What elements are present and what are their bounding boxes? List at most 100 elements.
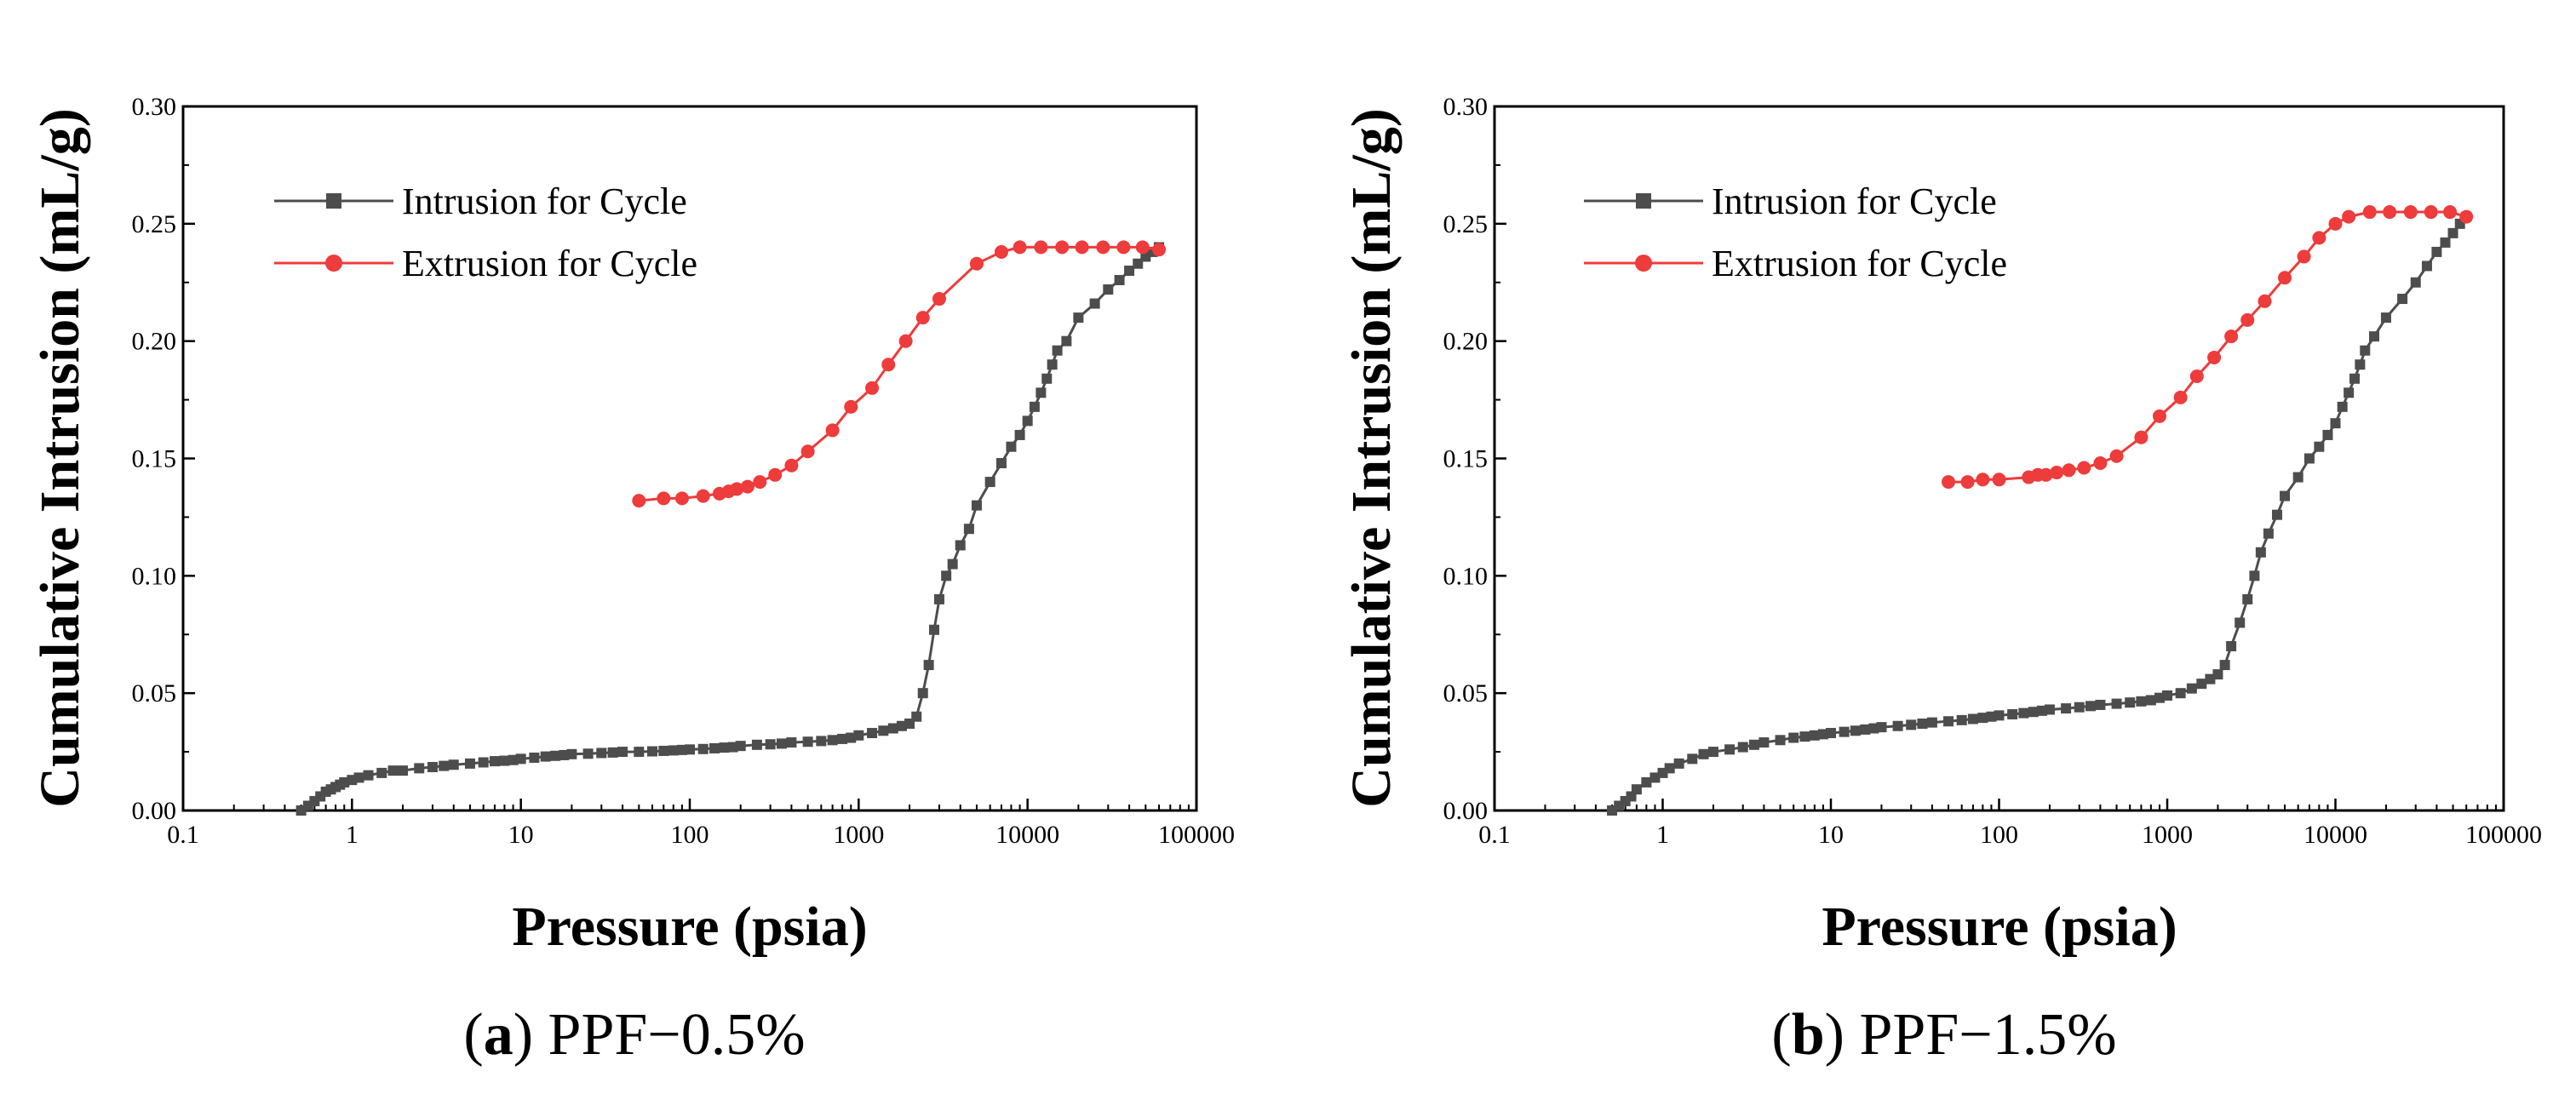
extrusion-point bbox=[915, 311, 930, 325]
x-tick-label: 10 bbox=[1818, 821, 1844, 849]
intrusion-point bbox=[550, 750, 561, 761]
extrusion-point bbox=[2240, 312, 2255, 327]
intrusion-point bbox=[709, 742, 720, 753]
panel-caption: (b) PPF−1.5% bbox=[1771, 1002, 2116, 1068]
extrusion-point bbox=[1992, 473, 2006, 487]
extrusion-line bbox=[1948, 210, 2467, 484]
intrusion-point bbox=[929, 624, 940, 635]
intrusion-point bbox=[2255, 547, 2266, 558]
extrusion-point bbox=[2362, 205, 2377, 220]
intrusion-point bbox=[339, 776, 350, 788]
x-tick-label: 100000 bbox=[1158, 821, 1235, 849]
intrusion-point bbox=[2272, 509, 2283, 520]
intrusion-point bbox=[1073, 312, 1084, 324]
intrusion-point bbox=[2440, 237, 2451, 248]
x-tick-label: 100000 bbox=[2465, 821, 2542, 849]
extrusion-point bbox=[2207, 350, 2222, 364]
intrusion-point bbox=[1926, 717, 1937, 728]
intrusion-point bbox=[363, 770, 374, 781]
extrusion-point bbox=[969, 256, 984, 271]
intrusion-point bbox=[911, 711, 922, 722]
intrusion-point bbox=[878, 725, 889, 736]
intrusion-point bbox=[995, 458, 1007, 469]
extrusion-point bbox=[844, 399, 858, 414]
intrusion-point bbox=[1860, 724, 1871, 735]
intrusion-point bbox=[2095, 699, 2106, 710]
intrusion-point bbox=[414, 763, 425, 774]
intrusion-point bbox=[727, 742, 738, 753]
panel-caption: (a) PPF−0.5% bbox=[463, 1002, 805, 1068]
intrusion-point bbox=[1850, 725, 1861, 736]
plot-frame bbox=[181, 105, 1198, 812]
intrusion-point bbox=[2196, 679, 2207, 690]
intrusion-point bbox=[2061, 703, 2072, 714]
x-tick-label: 1000 bbox=[2142, 821, 2193, 849]
intrusion-point bbox=[1006, 441, 1017, 452]
intrusion-point bbox=[1664, 763, 1675, 774]
legend-label-extrusion: Extrusion for Cycle bbox=[402, 243, 697, 284]
y-tick-label: 0.10 bbox=[132, 562, 177, 590]
y-tick-label: 0.25 bbox=[1443, 210, 1489, 238]
extrusion-point bbox=[1116, 240, 1131, 255]
intrusion-point bbox=[559, 749, 570, 760]
intrusion-line bbox=[1611, 215, 2468, 812]
series-layer bbox=[1607, 205, 2474, 816]
extrusion-point bbox=[2062, 463, 2076, 478]
intrusion-point bbox=[427, 762, 438, 773]
extrusion-point bbox=[2403, 205, 2418, 220]
y-tick-label: 0.00 bbox=[1443, 797, 1489, 825]
intrusion-point bbox=[540, 751, 551, 762]
x-tick-label: 10000 bbox=[2303, 821, 2367, 849]
intrusion-point bbox=[776, 738, 787, 749]
intrusion-point bbox=[1114, 274, 1125, 285]
extrusion-point bbox=[1075, 240, 1089, 255]
intrusion-point bbox=[816, 736, 827, 747]
x-tick-label: 0.1 bbox=[167, 821, 199, 849]
y-axis-title: Cumulative Intrusion (mL/g) bbox=[1340, 108, 1403, 807]
intrusion-point bbox=[1029, 401, 1040, 412]
intrusion-point bbox=[2044, 704, 2055, 715]
extrusion-point bbox=[800, 444, 815, 459]
intrusion-point bbox=[2226, 641, 2237, 652]
intrusion-point bbox=[1041, 373, 1053, 384]
intrusion-point bbox=[2303, 453, 2315, 464]
legend: Intrusion for Cycle Extrusion for Cycle bbox=[1584, 180, 2007, 284]
intrusion-point bbox=[353, 772, 364, 783]
extrusion-point bbox=[2383, 205, 2397, 220]
intrusion-point bbox=[2249, 570, 2260, 581]
intrusion-point bbox=[963, 524, 974, 535]
y-tick-label: 0.20 bbox=[1443, 328, 1489, 356]
extrusion-point bbox=[1034, 240, 1048, 255]
intrusion-point bbox=[2380, 312, 2391, 324]
y-tick-label: 0.30 bbox=[132, 93, 177, 121]
extrusion-point bbox=[1960, 475, 1975, 490]
intrusion-point bbox=[2007, 708, 2018, 719]
intrusion-point bbox=[765, 739, 776, 750]
legend-marker-intrusion bbox=[326, 193, 341, 209]
extrusion-point bbox=[2109, 449, 2124, 463]
intrusion-point bbox=[1047, 359, 1058, 370]
intrusion-point bbox=[1649, 772, 1661, 783]
intrusion-point bbox=[2111, 698, 2122, 709]
intrusion-point bbox=[617, 747, 628, 758]
y-tick-group: 0.00 0.05 0.10 0.15 0.20 0.25 0.30 bbox=[1443, 93, 1506, 825]
intrusion-point bbox=[489, 756, 500, 767]
intrusion-point bbox=[846, 732, 857, 743]
intrusion-point bbox=[685, 744, 695, 755]
intrusion-point bbox=[2431, 246, 2442, 257]
intrusion-point bbox=[1906, 719, 1917, 730]
legend-marker-extrusion bbox=[1635, 255, 1652, 272]
extrusion-point bbox=[2039, 467, 2053, 482]
intrusion-point bbox=[529, 752, 540, 763]
extrusion-point bbox=[994, 244, 1008, 259]
extrusion-point bbox=[632, 494, 646, 508]
panel-caption-letter: a bbox=[484, 1002, 513, 1068]
y-tick-label: 0.00 bbox=[132, 797, 177, 825]
intrusion-point bbox=[2136, 696, 2147, 707]
x-tick-label: 100 bbox=[1980, 821, 2018, 849]
intrusion-point bbox=[1758, 737, 1770, 748]
intrusion-point bbox=[1876, 722, 1887, 733]
extrusion-point bbox=[1055, 240, 1070, 255]
intrusion-point bbox=[2369, 331, 2380, 342]
y-tick-label: 0.10 bbox=[1443, 562, 1489, 590]
